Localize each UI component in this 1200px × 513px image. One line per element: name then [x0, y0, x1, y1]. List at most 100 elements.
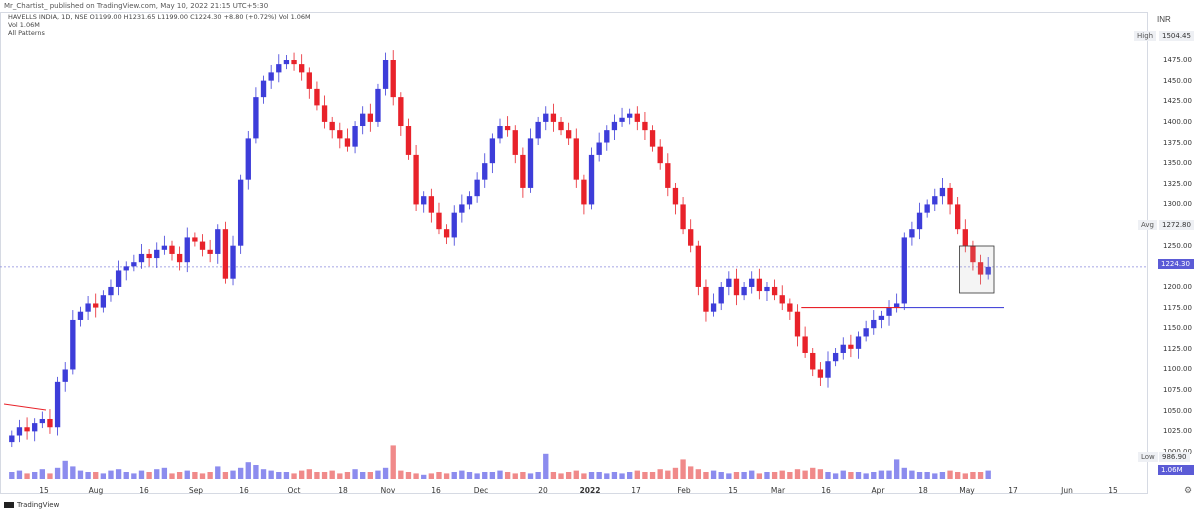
candle-body[interactable] — [32, 423, 38, 432]
candle-body[interactable] — [512, 130, 518, 155]
candle-body[interactable] — [749, 278, 755, 287]
candle-body[interactable] — [733, 278, 740, 296]
candle-body[interactable] — [840, 344, 846, 353]
candle-body[interactable] — [802, 336, 808, 353]
candle-body[interactable] — [718, 286, 724, 304]
candle-body[interactable] — [543, 113, 549, 122]
candle-body[interactable] — [596, 142, 602, 155]
legend-patterns[interactable]: All Patterns — [8, 29, 45, 38]
candle-body[interactable] — [497, 126, 503, 139]
candle-body[interactable] — [649, 130, 656, 147]
candle-body[interactable] — [520, 154, 526, 188]
candle-body[interactable] — [398, 97, 404, 127]
candle-body[interactable] — [985, 266, 991, 275]
candle-body[interactable] — [314, 88, 320, 106]
candle-body[interactable] — [619, 117, 625, 122]
gear-icon[interactable]: ⚙ — [1184, 485, 1193, 495]
candle-body[interactable] — [108, 286, 114, 296]
candle-body[interactable] — [9, 435, 15, 443]
candle-body[interactable] — [916, 212, 923, 230]
candle-body[interactable] — [367, 113, 373, 122]
candle-body[interactable] — [306, 72, 312, 89]
candle-body[interactable] — [413, 154, 419, 205]
chart-pane[interactable] — [0, 12, 1148, 494]
candle-body[interactable] — [878, 315, 885, 320]
candle-body[interactable] — [565, 130, 572, 139]
candle-body[interactable] — [62, 369, 68, 382]
candle-body[interactable] — [832, 352, 839, 362]
candle-body[interactable] — [283, 60, 290, 65]
candle-body[interactable] — [977, 262, 984, 275]
candle-body[interactable] — [886, 307, 892, 316]
candle-body[interactable] — [604, 130, 610, 143]
candle-body[interactable] — [680, 204, 686, 230]
highlight-box[interactable] — [959, 245, 995, 294]
candle-body[interactable] — [672, 187, 679, 205]
candle-body[interactable] — [329, 121, 335, 131]
candle-body[interactable] — [115, 270, 122, 287]
candle-body[interactable] — [443, 229, 450, 238]
candle-body[interactable] — [504, 126, 511, 131]
candle-body[interactable] — [573, 138, 579, 180]
candle-body[interactable] — [466, 196, 473, 205]
candle-body[interactable] — [474, 179, 480, 197]
candle-body[interactable] — [581, 179, 587, 205]
candle-body[interactable] — [848, 344, 854, 349]
candle-body[interactable] — [85, 303, 91, 312]
candle-body[interactable] — [588, 154, 595, 205]
candle-body[interactable] — [123, 266, 129, 271]
candle-body[interactable] — [550, 113, 557, 122]
candle-body[interactable] — [863, 328, 869, 337]
candle-body[interactable] — [276, 64, 282, 73]
candle-body[interactable] — [688, 229, 694, 246]
candle-body[interactable] — [947, 187, 953, 205]
candle-body[interactable] — [337, 130, 343, 139]
candle-body[interactable] — [207, 249, 213, 254]
candle-body[interactable] — [558, 121, 564, 131]
candle-body[interactable] — [489, 138, 496, 164]
candle-body[interactable] — [794, 311, 801, 337]
candle-body[interactable] — [756, 278, 763, 292]
candle-body[interactable] — [962, 229, 968, 246]
candle-body[interactable] — [527, 138, 534, 188]
candle-body[interactable] — [787, 303, 793, 312]
candle-body[interactable] — [771, 286, 778, 296]
candle-body[interactable] — [245, 138, 251, 180]
candle-body[interactable] — [955, 204, 961, 230]
candle-body[interactable] — [970, 245, 976, 263]
candle-body[interactable] — [855, 336, 862, 349]
candle-body[interactable] — [909, 229, 915, 238]
candle-body[interactable] — [16, 427, 23, 436]
candle-body[interactable] — [70, 319, 76, 370]
candle-body[interactable] — [184, 237, 190, 263]
candle-body[interactable] — [459, 204, 465, 213]
candle-body[interactable] — [428, 196, 435, 213]
candle-body[interactable] — [253, 97, 259, 139]
candle-body[interactable] — [634, 113, 640, 122]
candle-body[interactable] — [817, 369, 824, 378]
candle-body[interactable] — [535, 121, 541, 139]
candle-body[interactable] — [360, 113, 366, 127]
candle-body[interactable] — [405, 126, 412, 155]
candle-body[interactable] — [642, 121, 648, 131]
candle-body[interactable] — [321, 105, 328, 122]
candle-body[interactable] — [932, 196, 938, 205]
candle-body[interactable] — [54, 381, 61, 428]
candle-body[interactable] — [695, 245, 701, 287]
candle-body[interactable] — [726, 278, 732, 287]
candle-body[interactable] — [939, 187, 946, 197]
candle-body[interactable] — [39, 418, 45, 424]
candle-body[interactable] — [93, 303, 99, 308]
candle-body[interactable] — [482, 163, 488, 180]
candle-body[interactable] — [222, 229, 229, 279]
candle-body[interactable] — [710, 303, 717, 312]
candle-body[interactable] — [352, 126, 358, 147]
candle-body[interactable] — [901, 237, 907, 304]
candle-body[interactable] — [24, 427, 30, 432]
candle-body[interactable] — [611, 121, 618, 131]
candle-body[interactable] — [215, 229, 221, 254]
candle-body[interactable] — [268, 72, 274, 81]
candle-body[interactable] — [344, 138, 351, 147]
candle-body[interactable] — [77, 311, 84, 320]
candle-body[interactable] — [924, 204, 930, 213]
